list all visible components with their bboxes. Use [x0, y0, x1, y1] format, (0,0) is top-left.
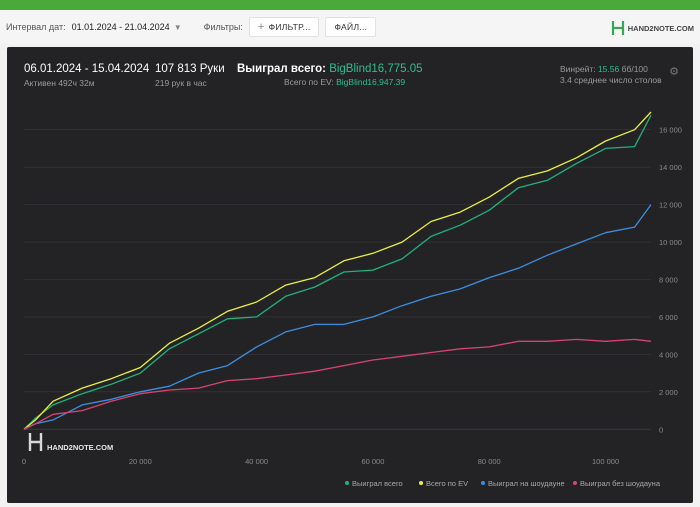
series-line-2	[23, 111, 652, 430]
legend: Выиграл всего Всего по EV Выиграл на шоуда…	[345, 479, 661, 488]
chevron-down-icon: ▼	[173, 22, 182, 32]
x-tick-label: 60 000	[361, 457, 384, 466]
date-range-value: 01.01.2024 - 21.04.2024	[71, 22, 170, 32]
toolbar: Интервал дат: 01.01.2024 - 21.04.2024 ▼ …	[0, 10, 700, 44]
h2n-logo-icon	[611, 21, 624, 35]
series-line-1	[23, 114, 652, 430]
brand-text: HAND2NOTE.COM	[627, 23, 694, 33]
x-tick-label: 40 000	[245, 457, 268, 466]
y-tick-label: 6 000	[659, 313, 678, 322]
y-tick-label: 2 000	[659, 388, 678, 397]
x-tick-label: 20 000	[129, 457, 152, 466]
legend-label: Выиграл на шоудауне	[488, 479, 565, 488]
y-tick-label: 4 000	[659, 350, 678, 359]
winrate-value: 15.56	[597, 64, 620, 74]
y-tick-label: 0	[659, 425, 663, 434]
hands-per-hour: 219 рук в час	[155, 78, 207, 88]
file-button-label: ФАЙЛ...	[334, 22, 368, 32]
legend-label: Выиграл всего	[352, 479, 403, 488]
watermark-text: HAND2NOTE.COM	[47, 443, 113, 452]
legend-label: Всего по EV	[426, 479, 468, 488]
gear-icon[interactable]: ⚙	[669, 66, 679, 78]
legend-marker	[345, 481, 349, 485]
brand-logo[interactable]: HAND2NOTE.COM	[611, 20, 694, 36]
grid-layer	[24, 129, 651, 430]
h2n-watermark-icon	[28, 433, 43, 451]
avg-tables: 3.4 среднее число столов	[560, 75, 662, 85]
y-tick-label: 14 000	[659, 163, 682, 172]
series-layer	[23, 111, 652, 430]
graph-card: 06.01.2024 - 15.04.2024 Активен 492ч 32м…	[7, 47, 693, 503]
total-won: Выиграл всего: BigBlind16,775.05	[237, 63, 423, 75]
x-tick-label: 80 000	[478, 457, 501, 466]
ev-total-label: Всего по EV:	[284, 77, 334, 87]
winrate-unit: бб/100	[621, 64, 648, 74]
legend-label: Выиграл без шоудауна	[580, 479, 661, 488]
filters-label: Фильтры:	[203, 22, 243, 32]
winrate: Винрейт: 15.56 бб/100	[560, 64, 648, 74]
date-range-select[interactable]: 01.01.2024 - 21.04.2024 ▼	[72, 22, 182, 32]
total-won-label: Выиграл всего:	[237, 63, 326, 75]
y-tick-label: 16 000	[659, 126, 682, 135]
file-button[interactable]: ФАЙЛ...	[325, 17, 377, 37]
winrate-label: Винрейт:	[560, 64, 596, 74]
legend-marker	[419, 481, 423, 485]
top-accent-bar	[0, 0, 700, 10]
series-line-3	[23, 204, 652, 430]
y-tick-label: 10 000	[659, 238, 682, 247]
y-tick-label: 12 000	[659, 201, 682, 210]
chart-watermark: HAND2NOTE.COM	[28, 433, 113, 452]
profit-graph: 0 2 000 4 000 6 000 8 000 10 000 12 000 14 000 1…	[22, 111, 682, 488]
filter-button[interactable]: + ФИЛЬТР...	[248, 17, 320, 37]
date-range-title: 06.01.2024 - 15.04.2024	[24, 63, 150, 75]
x-tick-label: 0	[22, 457, 26, 466]
x-tick-label: 100 000	[592, 457, 619, 466]
hands-count: 107 813 Руки	[155, 63, 225, 75]
y-tick-label: 8 000	[659, 276, 678, 285]
ev-total: Всего по EV: BigBlind16,947.39	[284, 77, 405, 87]
legend-marker	[573, 481, 577, 485]
x-axis: 0 20 000 40 000 60 000 80 000 100 000	[22, 457, 619, 466]
date-range-label: Интервал дат:	[6, 22, 66, 32]
total-won-value: BigBlind16,775.05	[329, 63, 423, 75]
active-time: Активен 492ч 32м	[24, 78, 95, 88]
legend-marker	[481, 481, 485, 485]
series-line-4	[23, 338, 652, 430]
y-axis: 0 2 000 4 000 6 000 8 000 10 000 12 000 14 000 1…	[659, 126, 682, 435]
filter-button-label: ФИЛЬТР...	[268, 22, 311, 32]
plus-icon: +	[257, 21, 265, 33]
ev-total-value: BigBlind16,947.39	[336, 77, 406, 87]
